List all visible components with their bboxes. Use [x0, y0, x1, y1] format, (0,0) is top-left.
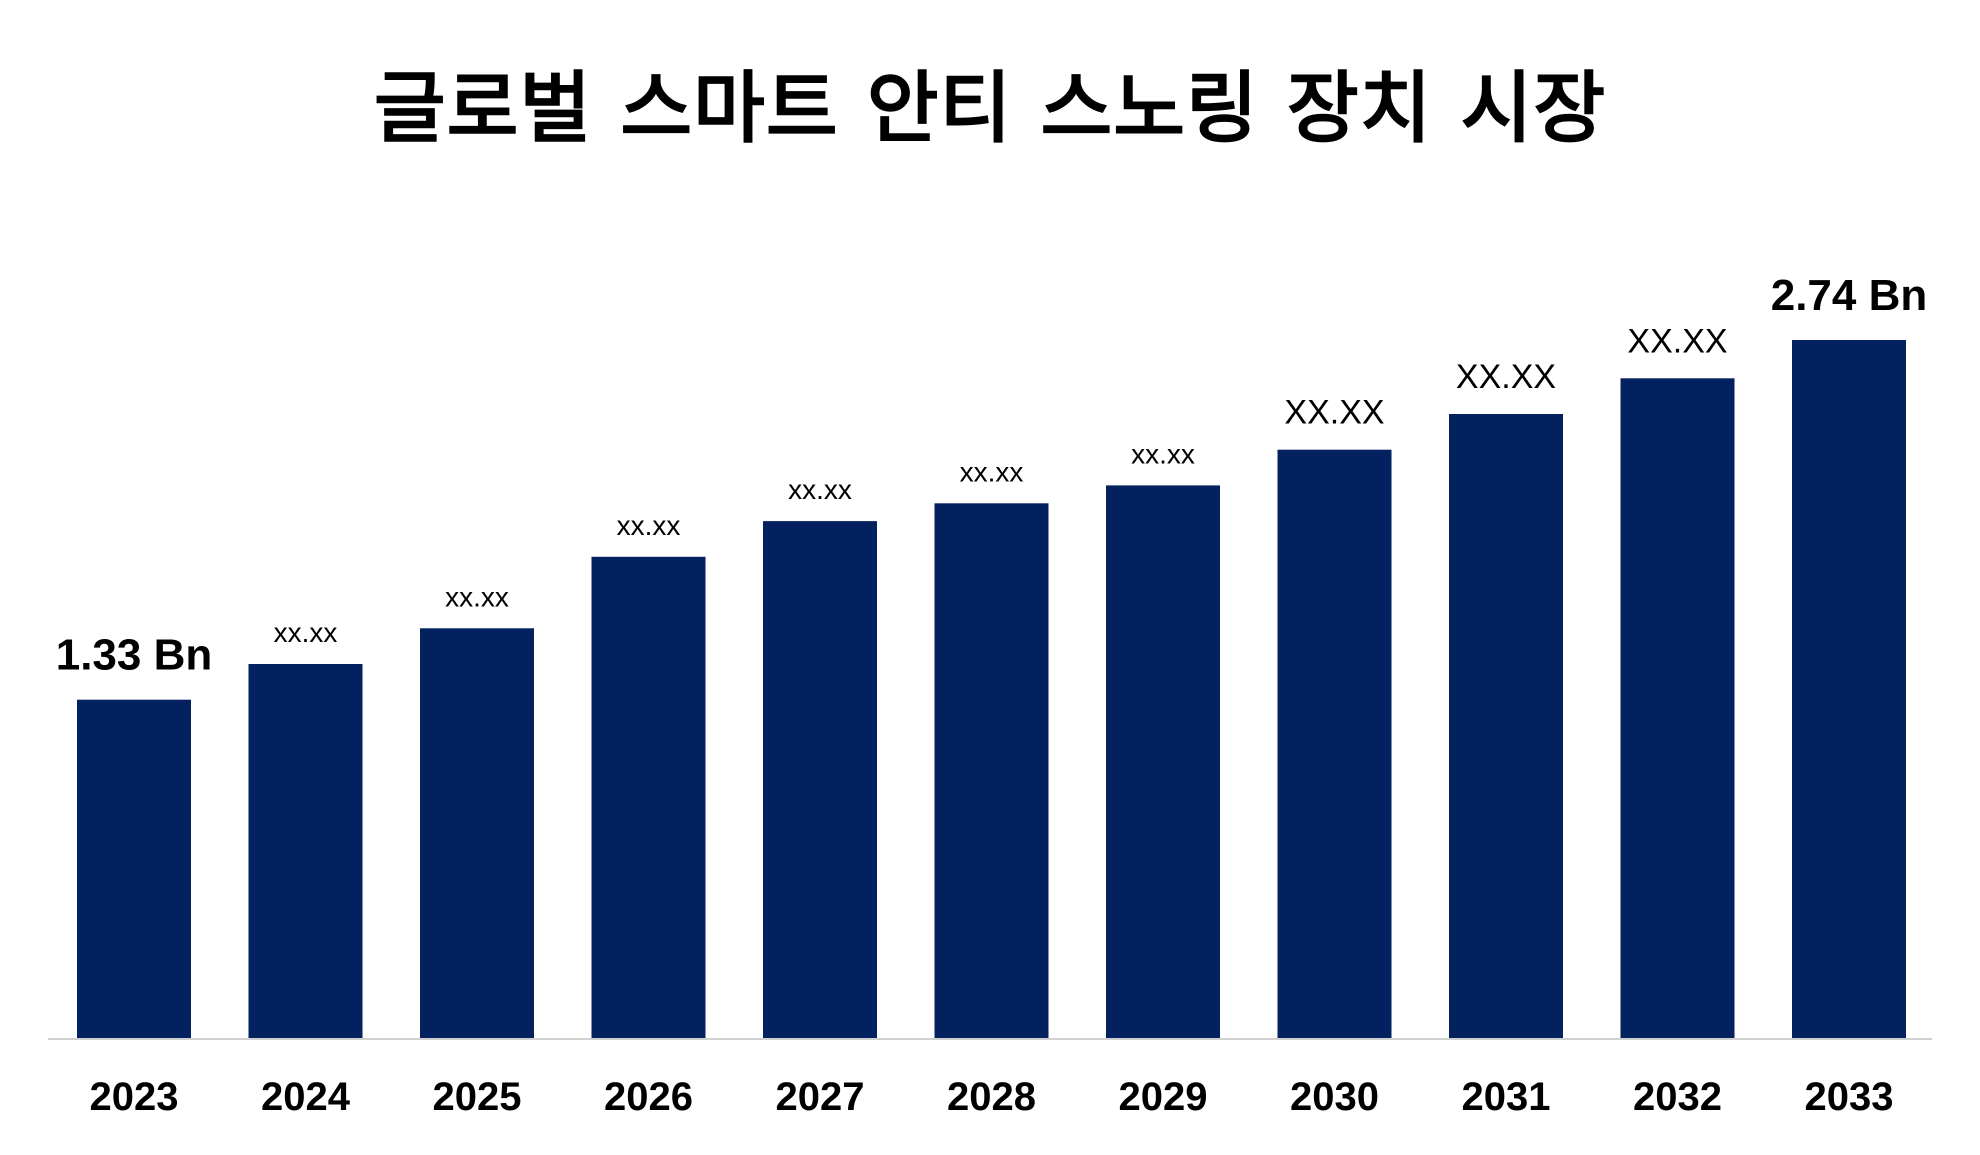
value-label-2029: xx.xx — [1131, 438, 1195, 469]
value-label-2032: XX.XX — [1627, 322, 1727, 360]
bar-2025 — [420, 628, 534, 1039]
x-tick-label-2027: 2027 — [776, 1075, 865, 1119]
x-tick-label-2031: 2031 — [1462, 1075, 1551, 1119]
value-label-2031: XX.XX — [1456, 358, 1556, 396]
x-tick-label-2026: 2026 — [604, 1075, 693, 1119]
value-label-2025: xx.xx — [445, 581, 509, 612]
bars-group — [77, 340, 1906, 1039]
x-tick-label-2033: 2033 — [1805, 1075, 1894, 1119]
value-label-2026: xx.xx — [617, 510, 681, 541]
bar-2027 — [763, 521, 877, 1039]
x-tick-label-2030: 2030 — [1290, 1075, 1379, 1119]
bar-2028 — [934, 503, 1049, 1039]
x-tick-label-2032: 2032 — [1633, 1075, 1722, 1119]
value-label-2033: 2.74 Bn — [1771, 271, 1928, 320]
value-label-2023: 1.33 Bn — [56, 631, 213, 680]
value-label-2027: xx.xx — [788, 474, 852, 505]
value-label-2024: xx.xx — [274, 617, 338, 648]
x-tick-label-2023: 2023 — [90, 1075, 179, 1119]
value-labels-group: 1.33 Bn xx.xx xx.xx xx.xx xx.xx xx.xx xx.xx XX.… — [56, 271, 1928, 680]
x-tick-label-2028: 2028 — [947, 1075, 1036, 1119]
x-tick-label-2024: 2024 — [261, 1075, 351, 1119]
bar-2032 — [1620, 378, 1735, 1039]
x-tick-label-2025: 2025 — [433, 1075, 522, 1119]
bar-2031 — [1449, 414, 1563, 1039]
value-label-2028: xx.xx — [960, 456, 1024, 487]
x-tick-label-2029: 2029 — [1119, 1075, 1208, 1119]
bar-2026 — [591, 556, 706, 1039]
bar-2033 — [1792, 340, 1906, 1039]
bar-2023 — [77, 699, 191, 1039]
chart-title: 글로벌 스마트 안티 스노링 장치 시장 — [373, 64, 1607, 154]
bar-2030 — [1277, 449, 1392, 1039]
value-label-2030: XX.XX — [1284, 394, 1384, 432]
bar-2029 — [1106, 485, 1220, 1039]
bar-2024 — [248, 664, 363, 1039]
tick-labels-group: 2023 2024 2025 2026 2027 2028 2029 2030 2031 2032… — [90, 1075, 1894, 1119]
